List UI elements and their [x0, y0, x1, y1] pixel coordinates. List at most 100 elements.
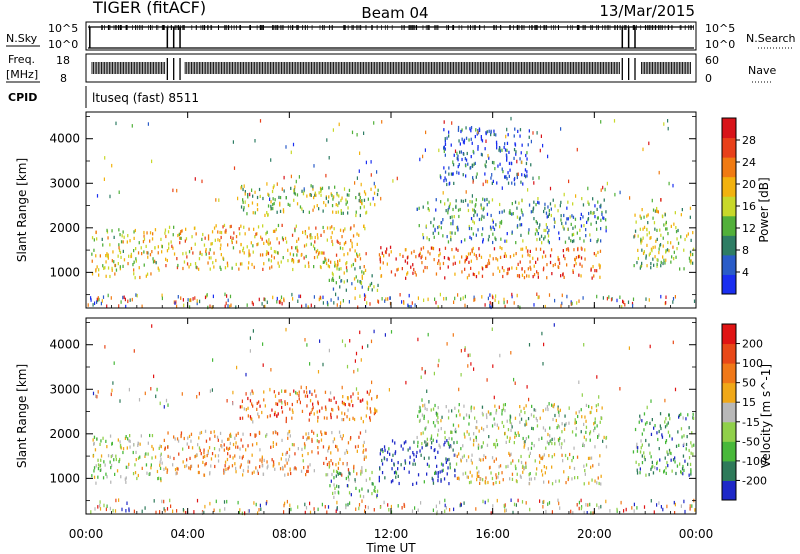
echo-scatter	[194, 296, 196, 300]
echo-cell	[516, 274, 519, 278]
echo-cell	[190, 432, 193, 436]
echo-cell	[347, 475, 349, 479]
echo-cell	[93, 466, 96, 470]
echo-scatter	[276, 300, 278, 304]
echo-cell	[317, 451, 319, 455]
echo-cell	[448, 457, 450, 462]
echo-cell	[289, 252, 291, 256]
echo-scatter	[528, 397, 530, 402]
echo-cell	[352, 234, 355, 238]
echo-cell	[470, 155, 472, 159]
echo-cell	[585, 438, 587, 442]
echo-cell	[272, 186, 274, 190]
echo-cell	[665, 250, 667, 254]
echo-cell	[147, 251, 149, 255]
echo-cell	[338, 430, 341, 434]
echo-cell	[509, 477, 511, 481]
echo-scatter	[292, 142, 295, 147]
echo-cell	[650, 236, 652, 240]
echo-cell	[561, 430, 563, 434]
echo-cell	[513, 178, 515, 182]
echo-cell	[294, 185, 296, 189]
echo-cell	[654, 424, 656, 428]
echo-cell	[523, 406, 525, 410]
echo-scatter	[226, 499, 228, 504]
echo-cell	[373, 489, 375, 493]
echo-cell	[118, 248, 121, 252]
echo-cell	[300, 253, 302, 257]
echo-scatter	[291, 292, 293, 297]
echo-scatter	[538, 295, 540, 299]
echo-cell	[482, 227, 484, 231]
echo-cell	[195, 265, 197, 269]
echo-cell	[424, 440, 426, 444]
echo-cell	[543, 228, 545, 232]
echo-scatter	[281, 401, 283, 405]
echo-cell	[111, 229, 113, 233]
echo-cell	[250, 417, 252, 421]
echo-cell	[600, 482, 602, 486]
echo-cell	[258, 400, 260, 404]
echo-cell	[551, 441, 553, 446]
echo-cell	[553, 225, 555, 229]
echo-cell	[478, 247, 480, 251]
echo-cell	[435, 208, 437, 212]
echo-cell	[493, 442, 495, 447]
echo-cell	[323, 201, 325, 205]
echo-cell	[506, 239, 508, 243]
echo-scatter	[486, 378, 488, 382]
echo-cell	[506, 272, 508, 276]
echo-scatter	[111, 388, 113, 393]
echo-cell	[263, 262, 265, 266]
echo-cell	[452, 163, 455, 167]
echo-cell	[590, 410, 592, 414]
echo-cell	[576, 231, 578, 235]
echo-scatter	[410, 305, 412, 309]
echo-cell	[346, 269, 348, 273]
echo-cell	[281, 405, 283, 410]
echo-cell	[166, 468, 169, 472]
echo-cell	[188, 265, 190, 269]
colorbar-tick-label: -100	[742, 455, 767, 468]
echo-scatter	[578, 380, 580, 384]
echo-cell	[165, 466, 167, 470]
echo-cell	[583, 444, 585, 448]
echo-cell	[547, 231, 549, 235]
echo-scatter	[252, 329, 254, 333]
echo-cell	[449, 231, 451, 235]
echo-cell	[313, 469, 315, 473]
echo-cell	[504, 409, 506, 413]
echo-cell	[347, 441, 350, 445]
echo-cell	[379, 467, 381, 471]
echo-cell	[553, 403, 555, 407]
echo-cell	[549, 439, 551, 444]
echo-cell	[463, 138, 466, 142]
echo-cell	[321, 186, 324, 190]
echo-cell	[362, 420, 364, 424]
echo-cell	[572, 202, 574, 206]
echo-cell	[545, 407, 547, 411]
echo-cell	[464, 267, 466, 271]
echo-scatter	[576, 503, 578, 507]
echo-cell	[525, 437, 527, 441]
echo-cell	[511, 477, 514, 481]
echo-cell	[667, 421, 669, 425]
echo-cell	[519, 260, 521, 264]
echo-cell	[323, 416, 326, 420]
echo-cell	[322, 260, 324, 264]
echo-scatter	[363, 293, 366, 297]
echo-cell	[305, 473, 307, 477]
echo-scatter	[667, 126, 669, 131]
echo-cell	[239, 232, 241, 236]
echo-cell	[217, 459, 220, 463]
echo-cell	[337, 203, 339, 208]
echo-cell	[674, 460, 676, 464]
echo-cell	[311, 236, 313, 240]
echo-cell	[105, 439, 107, 443]
echo-cell	[374, 489, 376, 493]
echo-cell	[241, 456, 243, 460]
echo-cell	[580, 256, 583, 260]
echo-cell	[516, 472, 518, 476]
echo-scatter	[499, 353, 501, 358]
x-tick-label: 16:00	[475, 527, 510, 541]
